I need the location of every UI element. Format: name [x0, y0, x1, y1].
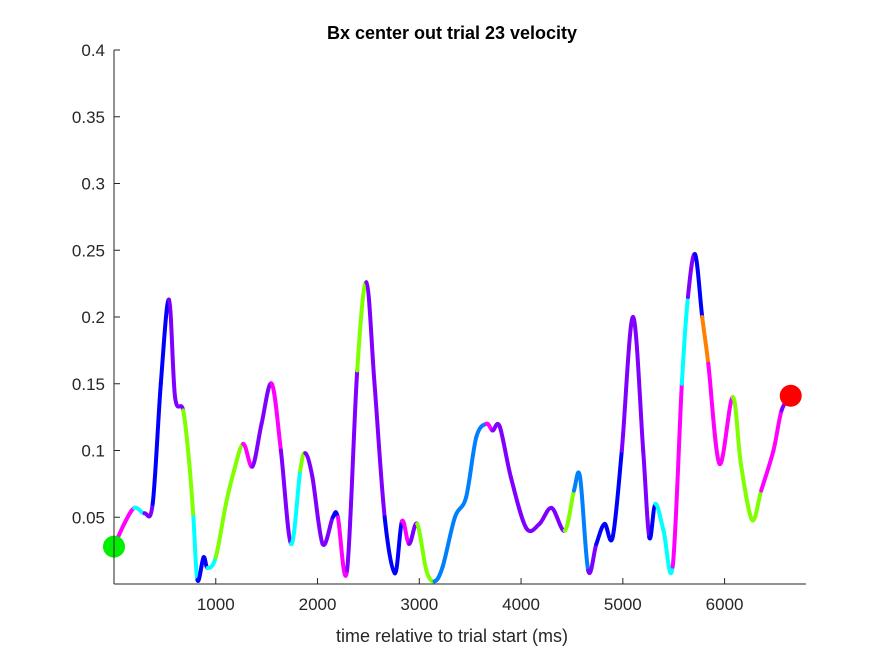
axes	[113, 49, 806, 585]
curve-segment	[298, 450, 308, 473]
x-tick-label: 6000	[706, 595, 744, 614]
curve-segment	[610, 448, 624, 540]
curve-segment	[303, 451, 315, 480]
curve-segment	[232, 441, 246, 473]
y-tick-label: 0.3	[81, 175, 105, 194]
x-tick-label: 1000	[197, 595, 235, 614]
curve-segment	[432, 564, 445, 584]
curve-segment	[693, 252, 705, 319]
curve-segment	[537, 505, 554, 526]
curve-segment	[345, 368, 360, 573]
curve-segment	[355, 280, 369, 373]
curve-segment	[631, 315, 646, 453]
y-tick-label: 0.4	[81, 41, 105, 60]
curve-segment	[685, 252, 698, 299]
curve-segment	[602, 521, 615, 543]
curve-segment	[661, 528, 675, 576]
curve-segment	[750, 488, 764, 523]
curve-segment	[549, 505, 567, 533]
curve-segment	[158, 297, 171, 386]
y-tick-label: 0.2	[81, 308, 105, 327]
curve-segment	[508, 475, 529, 530]
curve-segment	[586, 541, 599, 576]
curve-segment	[289, 468, 303, 546]
curve-segment	[399, 518, 412, 546]
curve-segment	[382, 515, 397, 576]
curve-segment	[223, 468, 237, 506]
curve-segment	[524, 521, 542, 534]
curve-segment	[335, 515, 350, 578]
x-tick-label: 3000	[400, 595, 438, 614]
curve-segment	[641, 448, 652, 540]
curve-segment	[269, 381, 283, 453]
curve-segment	[181, 408, 192, 466]
curve-segment	[415, 521, 429, 573]
curve-segment	[407, 521, 420, 546]
curve-segment	[150, 381, 163, 506]
tick-labels: 1000 2000 3000 4000 5000 6000 0.05 0.1 0.15 0.2 0.…	[72, 41, 744, 614]
curve-segment	[474, 421, 489, 440]
curve-segment	[619, 315, 635, 453]
curve-segment	[562, 488, 576, 533]
y-tick-label: 0.35	[72, 108, 105, 127]
curve-segment	[213, 501, 228, 560]
curve-segment	[759, 448, 776, 493]
curve-segment	[142, 501, 155, 519]
curve-segment	[310, 475, 325, 546]
curve-segment	[372, 381, 387, 520]
curve-segment	[259, 381, 274, 426]
x-axis-label: time relative to trial start (ms)	[336, 626, 568, 646]
curve-segment	[205, 555, 218, 570]
curve-segment	[187, 461, 196, 520]
curve-segment	[464, 435, 479, 500]
curve-segment	[738, 461, 755, 522]
curve-segment	[122, 505, 137, 526]
curve-segment	[320, 515, 335, 547]
curve-segment	[706, 361, 722, 466]
curve-segment	[700, 315, 711, 366]
velocity-curve	[112, 252, 793, 584]
curve-segment	[653, 501, 666, 533]
curve-segment	[497, 424, 513, 480]
y-tick-label: 0.15	[72, 375, 105, 394]
curve-segment	[241, 441, 255, 469]
curve-segment	[594, 521, 607, 546]
curve-segment	[173, 395, 186, 413]
curve-segment	[571, 470, 583, 493]
curve-segment	[195, 555, 206, 584]
curve-segment	[730, 395, 743, 466]
curve-segment	[771, 408, 784, 453]
curve-segment	[191, 515, 200, 582]
x-tick-label: 2000	[299, 595, 337, 614]
curve-segment	[647, 501, 658, 541]
curve-segment	[452, 495, 469, 520]
curve-segment	[250, 421, 264, 469]
x-tick-label: 5000	[604, 595, 642, 614]
chart-title: Bx center out trial 23 velocity	[327, 23, 577, 43]
curve-segment	[440, 515, 457, 569]
y-tick-label: 0.25	[72, 241, 105, 260]
end-marker	[779, 384, 802, 407]
y-tick-label: 0.05	[72, 508, 105, 527]
curve-segment	[166, 297, 178, 400]
curve-segment	[717, 395, 735, 466]
curve-segment	[392, 519, 404, 576]
y-tick-label: 0.1	[81, 442, 105, 461]
curve-segment	[670, 381, 684, 569]
curve-segment	[578, 475, 591, 573]
x-tick-label: 4000	[502, 595, 540, 614]
curve-segment	[278, 448, 294, 546]
curve-segment	[364, 280, 377, 386]
curve-segment	[679, 294, 690, 386]
